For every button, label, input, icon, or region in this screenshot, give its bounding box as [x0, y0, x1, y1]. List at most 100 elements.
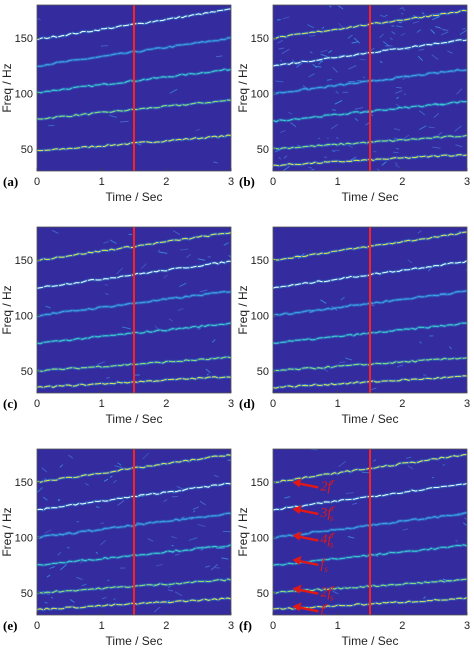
noise-speck [284, 496, 291, 499]
noise-speck [345, 357, 353, 361]
noise-speck [399, 6, 404, 10]
noise-speck [172, 230, 181, 235]
noise-speck [136, 143, 142, 146]
annotation-label: 3fr s [319, 503, 335, 523]
noise-speck [336, 137, 339, 140]
noise-speck [216, 55, 223, 58]
x-tick-label: 3 [464, 398, 470, 410]
noise-speck [466, 67, 467, 70]
y-tick-label: 50 [21, 366, 33, 378]
noise-speck [352, 502, 358, 505]
noise-speck [197, 523, 206, 527]
noise-speck [49, 566, 56, 569]
noise-speck [57, 551, 62, 556]
y-tick-label: 100 [15, 533, 33, 545]
noise-speck [221, 557, 229, 560]
noise-speck [348, 156, 357, 162]
noise-speck [421, 12, 425, 15]
x-tick-label: 0 [270, 398, 276, 410]
noise-speck [105, 292, 109, 296]
noise-speck [100, 522, 105, 524]
panel-label: (a) [3, 174, 18, 189]
x-tick-label: 0 [34, 398, 40, 410]
y-tick-label: 50 [257, 144, 269, 156]
noise-speck [103, 241, 109, 244]
plot-frame [36, 448, 232, 616]
noise-speck [405, 456, 412, 459]
noise-speck [188, 537, 198, 541]
y-tick-label: 50 [257, 366, 269, 378]
noise-speck [181, 516, 185, 519]
noise-speck [101, 596, 107, 600]
noise-speck [347, 536, 355, 539]
noise-speck [227, 459, 231, 461]
noise-speck [338, 22, 345, 29]
noise-speck [396, 86, 403, 89]
noise-speck [394, 161, 399, 166]
panel-label: (d) [239, 396, 255, 411]
x-axis-label: Time / Sec [106, 412, 163, 426]
noise-speck [84, 482, 89, 486]
noise-speck [454, 125, 462, 132]
x-tick-label: 2 [163, 398, 169, 410]
noise-speck [440, 31, 449, 36]
noise-speck [370, 304, 375, 307]
x-tick-label: 0 [270, 620, 276, 632]
x-tick-label: 2 [399, 176, 405, 188]
noise-speck [199, 500, 206, 506]
y-axis-label: Freq / Hz [0, 285, 14, 334]
noise-speck [199, 289, 208, 293]
noise-speck [332, 590, 339, 595]
x-axis-label: Time / Sec [106, 190, 163, 204]
x-tick-label: 3 [464, 620, 470, 632]
noise-speck [315, 65, 322, 68]
noise-speck [351, 41, 359, 44]
y-tick-label: 150 [15, 477, 33, 489]
noise-speck [320, 53, 328, 58]
x-tick-label: 1 [99, 176, 105, 188]
panel-c: 0 1 2 3 50 100 150 Time / Sec Freq / Hz (c) [0, 226, 234, 426]
noise-speck [211, 339, 216, 343]
noise-speck [206, 373, 209, 376]
noise-speck [79, 560, 84, 564]
noise-speck [76, 576, 83, 581]
noise-speck [122, 326, 131, 330]
noise-speck [312, 63, 317, 69]
annotation-label: fr s [320, 600, 328, 620]
noise-speck [433, 112, 440, 119]
noise-speck [381, 161, 387, 166]
noise-speck [107, 579, 110, 582]
noise-speck [179, 248, 189, 251]
y-tick-label: 150 [251, 255, 269, 267]
x-tick-label: 0 [34, 620, 40, 632]
noise-speck [282, 165, 290, 171]
noise-speck [332, 66, 339, 73]
panel-b: 0 1 2 3 50 100 150 Time / Sec Freq / Hz (b) [236, 4, 470, 204]
panel-e: 0 1 2 3 50 100 150 Time / Sec Freq / Hz (e) [0, 448, 234, 648]
noise-speck [109, 239, 117, 245]
noise-speck [372, 150, 377, 153]
noise-speck [419, 125, 427, 131]
noise-speck [403, 93, 407, 96]
noise-speck [407, 465, 414, 470]
noise-speck [205, 565, 211, 568]
noise-speck [95, 551, 99, 555]
x-tick-label: 2 [163, 620, 169, 632]
x-tick-label: 3 [228, 620, 234, 632]
noise-speck [210, 563, 218, 571]
noise-speck [462, 27, 466, 30]
panel-a: 0 1 2 3 50 100 150 Time / Sec Freq / Hz (a) [0, 4, 234, 204]
noise-speck [50, 596, 54, 599]
y-axis-label: Freq / Hz [0, 507, 14, 556]
noise-speck [321, 26, 325, 30]
noise-speck [443, 28, 449, 32]
noise-speck [394, 164, 400, 168]
plot-frame [272, 226, 468, 394]
noise-speck [347, 144, 354, 149]
noise-speck [158, 251, 168, 254]
noise-speck [213, 474, 219, 478]
noise-speck [308, 73, 315, 78]
noise-speck [60, 564, 67, 571]
noise-speck [401, 12, 404, 15]
